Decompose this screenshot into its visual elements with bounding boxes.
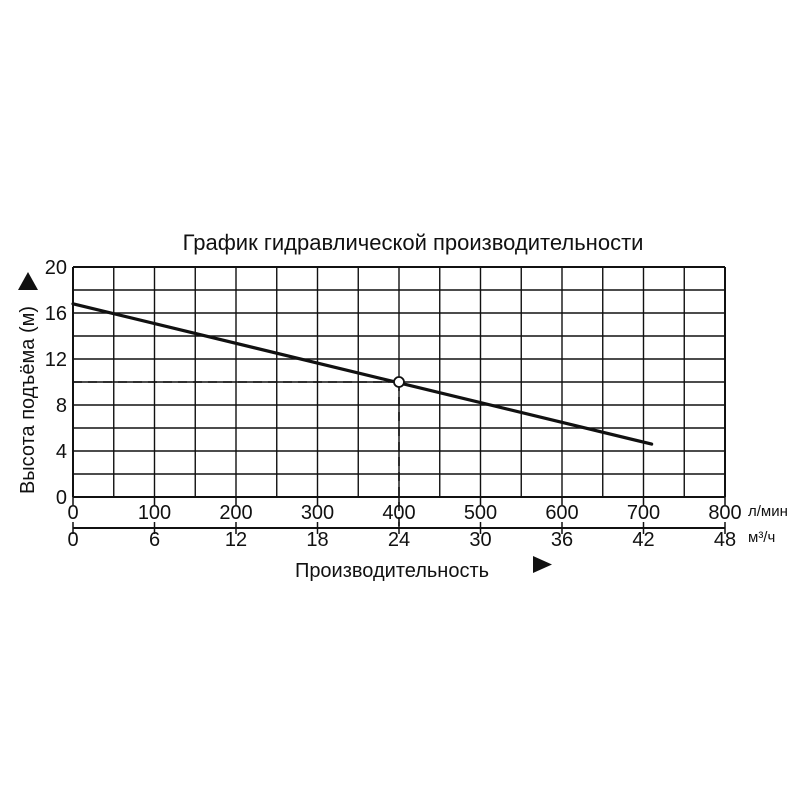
x-axis-arrow-icon [533, 556, 552, 573]
x-tick-label-primary: 100 [138, 502, 171, 524]
y-tick-label: 8 [56, 395, 67, 417]
x-tick-label-secondary: 48 [714, 529, 736, 551]
y-tick-label: 16 [45, 303, 67, 325]
x-tick-label-secondary: 36 [551, 529, 573, 551]
x-unit-primary: л/мин [748, 503, 788, 520]
y-tick-label: 0 [56, 487, 67, 509]
chart-title: График гидравлической производительности [183, 230, 644, 255]
x-tick-label-secondary: 30 [469, 529, 491, 551]
y-tick-label: 4 [56, 441, 67, 463]
x-unit-secondary: м³/ч [748, 529, 775, 546]
x-axis-label: Производительность [295, 560, 489, 582]
x-tick-label-secondary: 6 [149, 529, 160, 551]
x-tick-label-primary: 800 [708, 502, 741, 524]
x-tick-label-primary: 300 [301, 502, 334, 524]
x-tick-label-primary: 400 [382, 502, 415, 524]
operating-point-marker [393, 376, 405, 388]
series-layer [71, 302, 654, 528]
y-tick-label: 12 [45, 349, 67, 371]
performance-curve [71, 302, 654, 446]
x-tick-label-primary: 500 [464, 502, 497, 524]
x-tick-label-primary: 200 [219, 502, 252, 524]
x-tick-label-secondary: 18 [306, 529, 328, 551]
x-tick-label-secondary: 0 [67, 529, 78, 551]
x-tick-label-primary: 0 [67, 502, 78, 524]
y-axis-label: Высота подъёма (м) [17, 306, 39, 494]
y-tick-label: 20 [45, 257, 67, 279]
x-tick-label-primary: 600 [545, 502, 578, 524]
y-axis-arrow-icon [18, 272, 38, 290]
x-tick-label-secondary: 12 [225, 529, 247, 551]
x-tick-label-primary: 700 [627, 502, 660, 524]
x-tick-label-secondary: 24 [388, 529, 410, 551]
x-tick-label-secondary: 42 [632, 529, 654, 551]
